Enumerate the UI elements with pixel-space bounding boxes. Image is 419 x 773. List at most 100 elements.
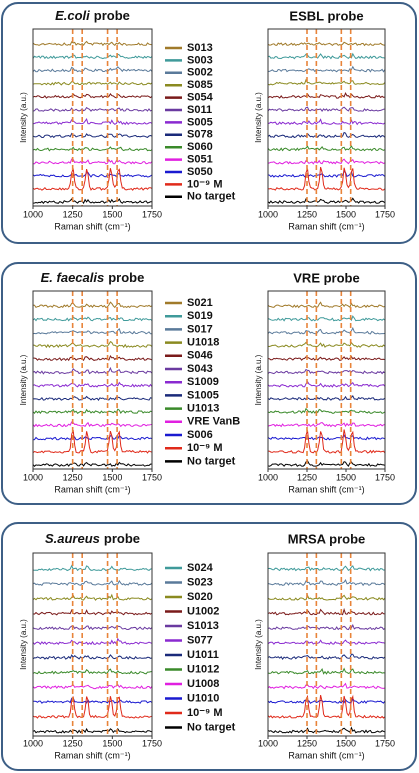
x-tick-label: 1250 <box>297 472 317 482</box>
spectrum <box>267 460 386 467</box>
spectrum <box>267 607 386 616</box>
x-tick-label: 1000 <box>23 209 43 219</box>
legend-label: S1013 <box>187 620 219 632</box>
spectrum <box>267 341 386 348</box>
spectrum <box>267 106 386 112</box>
spectrum <box>267 145 386 152</box>
legend-label: No target <box>187 721 236 733</box>
spectrum <box>267 394 386 401</box>
spectrum <box>32 637 153 646</box>
x-axis-label: Raman shift (cm⁻¹) <box>288 484 364 494</box>
spectrum <box>32 608 153 616</box>
spectrum <box>32 301 153 309</box>
title-species: E. faecalis <box>41 270 105 285</box>
panel-title: E.coli probe <box>55 8 130 23</box>
legend-label: VRE VanB <box>187 416 240 428</box>
spectrum <box>32 696 153 719</box>
x-tick-label: 1500 <box>102 209 122 219</box>
spectrum <box>267 197 386 204</box>
plot-frame <box>32 290 153 470</box>
y-axis-label: Intensity (a.u.) <box>19 354 28 405</box>
x-tick-label: 1500 <box>102 738 122 748</box>
legend-label: U1018 <box>187 337 219 349</box>
spectrum <box>267 368 386 375</box>
spectrum <box>267 326 386 335</box>
x-tick-label: 1750 <box>375 472 395 482</box>
spectrum <box>267 726 386 734</box>
spectrum <box>33 697 153 704</box>
spectrum <box>267 407 386 414</box>
y-axis-label: Intensity (a.u.) <box>254 354 263 405</box>
legend-label: U1010 <box>187 692 219 704</box>
spectrum <box>32 341 153 349</box>
y-axis-label: Intensity (a.u.) <box>254 92 263 143</box>
spectrum <box>32 625 153 631</box>
legend-label: 10⁻⁹ M <box>187 442 222 454</box>
legend-label: U1011 <box>187 649 219 661</box>
spectrum <box>32 408 153 415</box>
spectrum <box>32 172 153 178</box>
y-axis-label: Intensity (a.u.) <box>19 92 28 143</box>
x-tick-label: 1000 <box>258 738 278 748</box>
x-tick-label: 1250 <box>63 738 83 748</box>
y-axis-label: Intensity (a.u.) <box>19 619 28 670</box>
x-axis-label: Raman shift (cm⁻¹) <box>288 750 364 760</box>
spectrum <box>267 301 386 309</box>
spectrum <box>32 683 153 690</box>
legend-label: S050 <box>187 166 213 178</box>
spectrum <box>32 435 153 441</box>
spectrum <box>32 168 153 191</box>
spectrum <box>32 198 153 205</box>
spectrum <box>267 434 386 441</box>
legend-label: 10⁻⁹ M <box>187 707 222 719</box>
legend-label: No target <box>187 191 236 203</box>
spectrum <box>267 380 386 388</box>
legend-label: S002 <box>187 67 213 79</box>
x-tick-label: 1000 <box>258 209 278 219</box>
x-tick-label: 1750 <box>142 738 162 748</box>
spectrum <box>267 697 386 704</box>
panel-title: VRE probe <box>293 270 359 285</box>
legend-label: U1012 <box>187 663 219 675</box>
spectrum <box>267 565 386 572</box>
legend-label: S1009 <box>187 376 219 388</box>
spectrum <box>267 579 386 587</box>
legend-label: S011 <box>187 104 212 116</box>
spectrum <box>267 118 386 126</box>
spectrum <box>32 328 152 335</box>
title-rest: probe <box>104 531 140 546</box>
spectrum <box>32 117 153 126</box>
spectrum <box>267 355 386 361</box>
spectrum <box>32 579 153 586</box>
spectrum <box>32 727 153 734</box>
legend-label: S023 <box>187 576 213 588</box>
x-axis-label: Raman shift (cm⁻¹) <box>54 221 130 231</box>
legend-label: S019 <box>187 310 213 322</box>
legend-label: 10⁻⁹ M <box>187 178 222 190</box>
spectrum <box>267 429 386 454</box>
legend-label: S024 <box>187 562 214 574</box>
legend-label: S085 <box>187 79 213 91</box>
spectrum <box>32 381 153 388</box>
x-tick-label: 1000 <box>23 472 43 482</box>
spectrum <box>32 53 153 60</box>
plot-frame <box>32 552 153 737</box>
x-tick-label: 1250 <box>297 209 317 219</box>
legend-label: S017 <box>187 323 213 335</box>
legend-label: S003 <box>187 54 213 66</box>
x-tick-label: 1500 <box>336 472 356 482</box>
legend-label: S006 <box>187 429 213 441</box>
x-tick-label: 1250 <box>297 738 317 748</box>
spectrum <box>32 316 153 322</box>
legend-label: S1005 <box>187 389 219 401</box>
spectrum <box>32 354 153 362</box>
spectrum <box>267 682 386 690</box>
x-tick-label: 1250 <box>63 209 83 219</box>
panel-box <box>1 2 417 244</box>
title-rest: probe <box>108 270 144 285</box>
legend-label: U1008 <box>187 678 219 690</box>
spectrum <box>32 93 153 99</box>
spectrum <box>33 158 153 165</box>
legend-label: S054 <box>187 92 214 104</box>
spectrum <box>267 623 386 631</box>
